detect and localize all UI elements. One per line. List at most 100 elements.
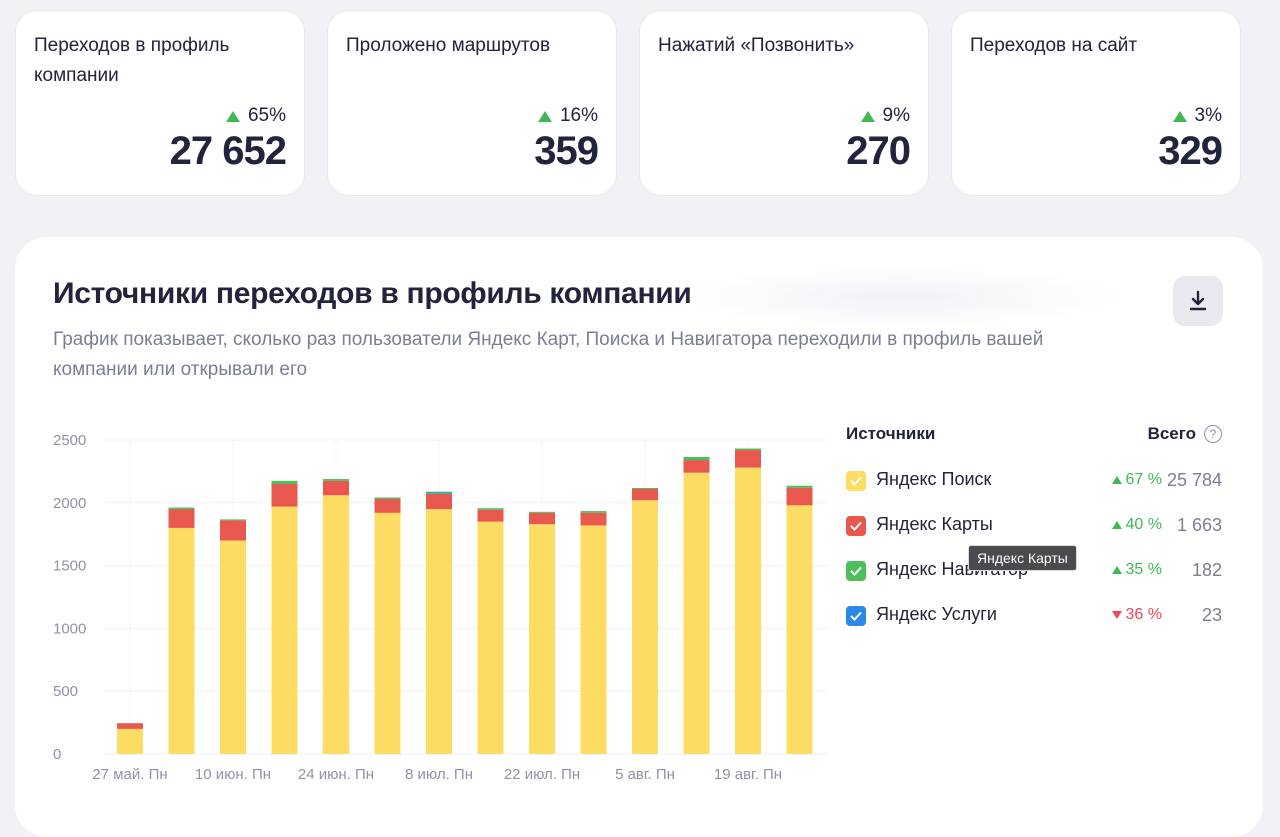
kpi-change: 16% [537,105,598,127]
legend-item-name: Яндекс Карты [876,514,993,534]
help-icon[interactable]: ? [1204,425,1222,443]
bar-segment[interactable] [529,512,555,525]
kpi-card-routes[interactable]: Проложено маршрутов 16% 359 [327,10,617,196]
bar-segment[interactable] [220,540,246,754]
bar-segment[interactable] [735,467,761,754]
tooltip: Яндекс Карты [968,545,1077,571]
legend-item-name: Яндекс Поиск [876,469,992,489]
legend-item-change: 35 % [1111,561,1162,579]
checkbox-checked-icon[interactable] [846,561,866,581]
bar-segment[interactable] [117,728,143,754]
bar-segment[interactable] [323,480,349,496]
bar-segment[interactable] [580,525,607,754]
kpi-card-profile-visits[interactable]: Переходов в профиль компании 65% 27 652 [15,10,305,196]
download-icon [1189,290,1207,311]
bar-segment[interactable] [271,483,298,507]
legend-item-change: 40 % [1111,516,1162,534]
bar-segment[interactable] [735,450,761,468]
bar-segment[interactable] [735,448,761,451]
legend-header: Источники Всего ? [846,424,1226,454]
x-tick-label: 19 авг. Пн [714,766,782,783]
arrow-up-icon [1111,476,1122,484]
kpi-change-value: 16% [559,105,598,126]
legend-item-maps[interactable]: Яндекс Карты 40 % 1 663 [846,511,1222,541]
legend-item-total: 1 663 [1176,515,1222,535]
y-tick-label: 500 [53,683,78,700]
bar-segment[interactable] [374,512,401,754]
legend-item-change: 36 % [1111,606,1162,624]
checkbox-checked-icon[interactable] [846,516,866,536]
bar-segment[interactable] [374,497,401,500]
legend-header-total-label: Всего [1147,424,1196,443]
x-tick-label: 8 июл. Пн [405,766,473,783]
kpi-title: Проложено маршрутов [346,35,551,56]
legend-item-search[interactable]: Яндекс Поиск 67 % 25 784 [846,466,1222,496]
bar-segment[interactable] [271,480,298,484]
bar-segment[interactable] [683,456,710,461]
kpi-title: Переходов на сайт [970,35,1138,56]
bar-segment[interactable] [220,519,246,521]
kpi-card-calls[interactable]: Нажатий «Позвонить» 9% 270 [639,10,929,196]
checkmark-icon [850,476,862,486]
bar-segment[interactable] [168,527,195,754]
bar-segment[interactable] [271,506,298,754]
bar-segment[interactable] [323,495,349,754]
bar-segment[interactable] [374,499,401,513]
bar-segment[interactable] [580,512,607,526]
bar-segment[interactable] [529,511,555,513]
arrow-up-icon [1111,521,1122,529]
kpi-change-value: 3% [1194,105,1222,126]
y-tick-label: 1500 [53,558,86,575]
x-tick-label: 27 май. Пн [92,766,167,783]
bar-segment[interactable] [426,492,452,495]
kpi-title: Переходов в профиль компании [34,35,230,86]
bar-segment[interactable] [632,487,658,489]
bar-segment[interactable] [786,505,813,754]
bar-segment[interactable] [220,520,246,541]
x-tick-label: 24 июн. Пн [298,766,374,783]
legend-item-total: 23 [1201,605,1222,625]
bar-segment[interactable] [683,460,710,473]
bar-segment[interactable] [323,479,349,481]
kpi-change: 3% [1172,105,1222,127]
bar-segment[interactable] [683,472,710,754]
arrow-up-icon [225,110,240,122]
bar-segment[interactable] [168,509,195,528]
bar-segment[interactable] [632,488,658,501]
legend-item-pct: 67 % [1125,471,1162,488]
download-button[interactable] [1173,276,1223,326]
bar-segment[interactable] [117,723,143,729]
kpi-change: 65% [225,105,286,127]
section-subtitle: График показывает, сколько раз пользоват… [53,329,1044,380]
bar-segment[interactable] [477,521,504,754]
bar-segment[interactable] [477,508,504,510]
blurred-region [675,267,1125,327]
checkbox-checked-icon[interactable] [846,606,866,626]
bar-segment[interactable] [786,487,813,506]
y-tick-label: 0 [53,746,61,763]
kpi-value: 329 [1158,129,1223,173]
legend-item-change: 67 % [1111,471,1162,489]
arrow-down-icon [1111,611,1122,619]
y-tick-label: 1000 [53,620,86,637]
legend: Источники Всего ? Яндекс Поиск 67 % 25 7… [846,424,1226,626]
bar-segment[interactable] [477,509,504,522]
bar-segment[interactable] [426,509,452,754]
bar-segment[interactable] [632,500,658,754]
x-tick-label: 10 июн. Пн [195,766,271,783]
bar-segment[interactable] [786,485,813,488]
kpi-value: 270 [846,129,911,173]
kpi-card-site-visits[interactable]: Переходов на сайт 3% 329 [951,10,1241,196]
x-tick-label: 5 авг. Пн [615,766,675,783]
bar-segment[interactable] [426,491,452,493]
bar-segment[interactable] [580,511,607,513]
legend-item-total: 182 [1191,560,1222,580]
legend-item-services[interactable]: Яндекс Услуги 36 % 23 [846,601,1222,631]
legend-header-total: Всего ? [1148,424,1222,444]
bar-segment[interactable] [529,524,555,754]
bar-segment[interactable] [168,507,195,510]
bar-segment[interactable] [426,494,452,510]
x-tick-label: 22 июл. Пн [504,766,580,783]
checkbox-checked-icon[interactable] [846,471,866,491]
stacked-bar-chart: 0 500 1000 1500 2000 2500 27 май. Пн 10 июн. Пн… [53,432,827,783]
